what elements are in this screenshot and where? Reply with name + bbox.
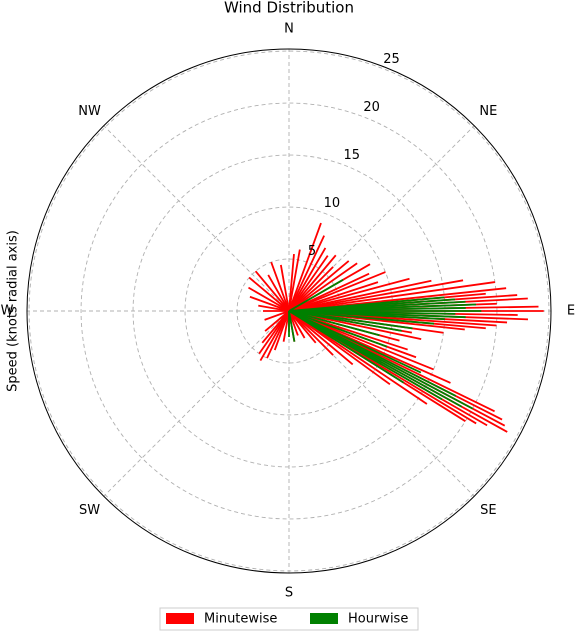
wind-line bbox=[288, 310, 428, 405]
wind-line bbox=[288, 254, 337, 312]
wind-line bbox=[288, 310, 296, 342]
wind-line bbox=[288, 310, 388, 348]
wind-line bbox=[288, 247, 327, 312]
r-tick-label: 10 bbox=[324, 196, 341, 211]
wind-line bbox=[288, 310, 380, 337]
r-tick-label: 15 bbox=[343, 148, 360, 163]
wind-line bbox=[288, 310, 405, 384]
wind-line bbox=[288, 310, 317, 344]
wind-line bbox=[270, 261, 290, 312]
wind-line bbox=[288, 310, 445, 321]
legend-box bbox=[159, 607, 419, 631]
grid-spoke bbox=[103, 125, 290, 312]
wind-line bbox=[288, 255, 329, 312]
chart-title: Wind Distribution bbox=[224, 0, 354, 17]
wind-line bbox=[288, 222, 322, 312]
theta-tick-label: N bbox=[284, 22, 294, 37]
wind-line bbox=[264, 310, 290, 321]
r-tick-label: 20 bbox=[363, 100, 380, 115]
wind-line bbox=[248, 286, 290, 312]
wind-line bbox=[248, 276, 290, 312]
grid-spoke bbox=[103, 310, 290, 497]
wind-line bbox=[258, 304, 290, 312]
wind-line bbox=[249, 295, 290, 312]
legend-swatch bbox=[166, 613, 194, 624]
wind-line bbox=[288, 310, 306, 339]
wind-line bbox=[288, 266, 334, 312]
r-tick-label: 25 bbox=[383, 52, 400, 67]
theta-tick-label: SW bbox=[79, 503, 100, 518]
theta-tick-label: S bbox=[285, 586, 293, 601]
wind-line bbox=[264, 310, 290, 332]
wind-line bbox=[261, 310, 290, 344]
wind-line bbox=[288, 310, 435, 325]
wind-line bbox=[288, 260, 350, 312]
wind-line bbox=[288, 271, 386, 312]
wind-line bbox=[288, 310, 402, 332]
wind-line bbox=[288, 279, 344, 312]
legend-label: Minutewise bbox=[204, 612, 277, 627]
wind-line bbox=[288, 262, 358, 312]
wind-line bbox=[267, 274, 290, 312]
wind-line bbox=[288, 310, 354, 366]
wind-line bbox=[288, 249, 301, 312]
legend-swatch bbox=[310, 613, 338, 624]
wind-line bbox=[254, 270, 290, 312]
wind-line bbox=[288, 310, 391, 386]
theta-tick-label: NW bbox=[78, 104, 101, 119]
wind-line bbox=[288, 310, 434, 371]
wind-line bbox=[288, 235, 325, 312]
legend-label: Hourwise bbox=[348, 612, 408, 627]
outer-ring bbox=[26, 48, 552, 574]
wind-line bbox=[288, 310, 334, 356]
theta-tick-label: W bbox=[1, 304, 14, 319]
theta-tick-label: E bbox=[567, 304, 575, 319]
r-tick-label: 5 bbox=[308, 244, 316, 259]
y-axis-label: Speed (knots radial axis) bbox=[6, 230, 21, 392]
wind-line bbox=[288, 277, 410, 312]
wind-line bbox=[288, 310, 443, 401]
wind-line bbox=[279, 264, 290, 312]
wind-line bbox=[288, 281, 496, 312]
theta-tick-label: NE bbox=[479, 104, 497, 119]
wind-line bbox=[288, 279, 464, 312]
theta-tick-label: SE bbox=[480, 503, 496, 518]
wind-line bbox=[282, 310, 290, 342]
